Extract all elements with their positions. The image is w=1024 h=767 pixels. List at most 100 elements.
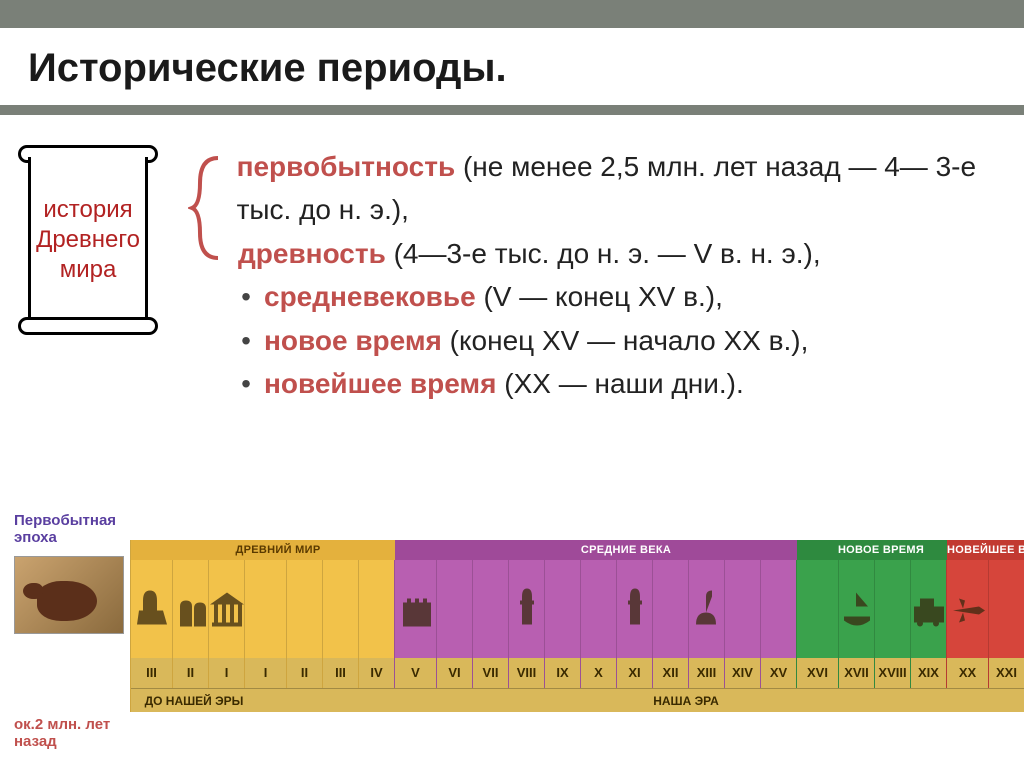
sphinx-icon <box>133 577 171 642</box>
timeline-illustration <box>653 560 688 658</box>
timeline-illustration <box>581 560 616 658</box>
timeline-cell: XIX <box>910 540 946 712</box>
roman-numeral: II <box>173 658 208 688</box>
timeline-cell: II <box>286 540 322 712</box>
period-text: новое время (конец XV — начало XX в.), <box>264 319 808 362</box>
timeline-cell: НОВЕЙШЕЕ ВРЕМЯXX <box>946 540 988 712</box>
bullet-icon: • <box>228 362 264 405</box>
horse-icon <box>37 581 97 621</box>
timeline-cell: XI <box>616 540 652 712</box>
timeline-cell: IV <box>358 540 394 712</box>
roman-numeral: XVIII <box>875 658 910 688</box>
roman-numeral: XVI <box>797 658 838 688</box>
period-term: новое время <box>264 325 442 356</box>
timeline-cell: XV <box>760 540 796 712</box>
temple-icon <box>209 577 244 642</box>
timeline-cell: I <box>208 540 244 712</box>
roman-numeral: XIX <box>911 658 946 688</box>
timeline-illustration <box>473 560 508 658</box>
timeline-illustration <box>359 560 394 658</box>
people-icon <box>173 577 208 642</box>
roman-numeral: XX <box>947 658 988 688</box>
roman-numeral: III <box>323 658 358 688</box>
timeline-illustration <box>989 560 1024 658</box>
scroll-line-2: Древнего <box>36 225 140 255</box>
rider-icon <box>689 577 724 642</box>
roman-numeral: XIII <box>689 658 724 688</box>
ship-icon <box>839 577 874 642</box>
period-row: древность (4—3-е тыс. до н. э. — V в. н.… <box>228 232 1024 275</box>
timeline-cell: XII <box>652 540 688 712</box>
period-text: средневековье (V — конец XV в.), <box>264 275 723 318</box>
roman-numeral: XI <box>617 658 652 688</box>
roman-numeral: I <box>245 658 286 688</box>
timeline-cell: VII <box>472 540 508 712</box>
timeline-illustration <box>797 560 838 658</box>
timeline-cell: НОВОЕ ВРЕМЯXVI <box>796 540 838 712</box>
era-label: ДО НАШЕЙ ЭРЫ <box>131 688 257 712</box>
timeline-illustration <box>323 560 358 658</box>
timeline-cell: XXI <box>988 540 1024 712</box>
timeline-cell: X <box>580 540 616 712</box>
timeline-cell: СРЕДНИЕ ВЕКАV <box>394 540 436 712</box>
period-term: средневековье <box>264 281 476 312</box>
period-row: •новое время (конец XV — начало XX в.), <box>228 319 1024 362</box>
train-icon <box>911 577 946 642</box>
timeline-illustration <box>395 560 436 658</box>
cave-painting-thumb <box>14 556 124 634</box>
knight-icon <box>509 577 544 642</box>
label-2mln: ок.2 млн. лет назад <box>14 716 134 750</box>
knight-icon <box>617 577 652 642</box>
timeline-illustration <box>875 560 910 658</box>
timeline-illustration <box>839 560 874 658</box>
timeline-illustration <box>545 560 580 658</box>
timeline-cell: XIII <box>688 540 724 712</box>
bullet-icon: • <box>228 275 264 318</box>
timeline-cell: VI <box>436 540 472 712</box>
timeline-header: НОВЕЙШЕЕ ВРЕМЯ <box>947 540 1024 560</box>
timeline-cell: XVIII <box>874 540 910 712</box>
roman-numeral: VIII <box>509 658 544 688</box>
timeline-cell: II <box>172 540 208 712</box>
roman-numeral: IX <box>545 658 580 688</box>
era-label: НАША ЭРА <box>245 688 1024 712</box>
timeline-cell: IX <box>544 540 580 712</box>
scroll-line-1: история <box>43 195 132 225</box>
timeline-header: ДРЕВНИЙ МИР <box>131 540 425 560</box>
roman-numeral: X <box>581 658 616 688</box>
scroll-body: история Древнего мира <box>28 157 148 323</box>
timeline-illustration <box>131 560 172 658</box>
period-text: новейшее время (XX — наши дни.). <box>264 362 744 405</box>
timeline-illustration <box>209 560 244 658</box>
page-title: Исторические периоды. <box>0 28 1024 99</box>
timeline-illustration <box>947 560 988 658</box>
roman-numeral: I <box>209 658 244 688</box>
timeline: ДРЕВНИЙ МИРIIIДО НАШЕЙ ЭРЫIIIIНАША ЭРАII… <box>130 540 1024 712</box>
timeline-illustration <box>911 560 946 658</box>
period-term: новейшее время <box>264 368 496 399</box>
jet-icon <box>949 577 987 642</box>
timeline-illustration <box>689 560 724 658</box>
timeline-cell: VIII <box>508 540 544 712</box>
scroll-graphic: история Древнего мира <box>18 145 158 335</box>
brace-icon <box>188 153 228 263</box>
timeline-cell: ДРЕВНИЙ МИРIIIДО НАШЕЙ ЭРЫ <box>130 540 172 712</box>
roman-numeral: XII <box>653 658 688 688</box>
roman-numeral: VII <box>473 658 508 688</box>
page-title-block: Исторические периоды. <box>0 28 1024 115</box>
timeline-illustration <box>173 560 208 658</box>
period-row: •новейшее время (XX — наши дни.). <box>228 362 1024 405</box>
timeline-illustration <box>245 560 286 658</box>
castle-icon <box>397 577 435 642</box>
timeline-cell: III <box>322 540 358 712</box>
top-bar <box>0 0 1024 28</box>
timeline-cell: XIV <box>724 540 760 712</box>
roman-numeral: XV <box>761 658 796 688</box>
timeline-header: НОВОЕ ВРЕМЯ <box>797 540 965 560</box>
period-row: первобытность (не менее 2,5 млн. лет наз… <box>228 145 1024 232</box>
period-term: древность <box>238 238 386 269</box>
period-desc: (конец XV — начало XX в.), <box>442 325 808 356</box>
period-text: первобытность (не менее 2,5 млн. лет наз… <box>237 145 1024 232</box>
timeline-illustration <box>617 560 652 658</box>
periods-list: первобытность (не менее 2,5 млн. лет наз… <box>228 145 1024 405</box>
